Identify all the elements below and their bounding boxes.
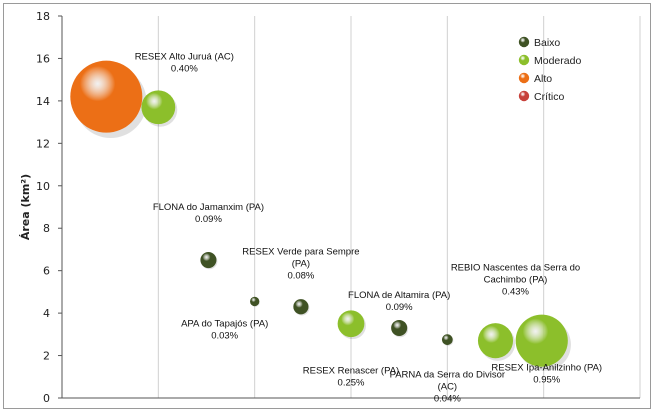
legend-swatch [518,36,530,48]
bubble [391,319,408,336]
legend-label: Crítico [534,91,564,103]
bubble-label: PARNA da Serra do Divisor (AC) 0.04% [390,370,505,405]
bubble [70,60,143,133]
bubble-series [70,60,571,371]
bubble [250,296,260,307]
legend: Baixo Moderado Alto Crítico [518,36,581,103]
y-tick-label: 12 [36,137,50,150]
bubble [441,334,453,345]
bubble [477,323,514,359]
bubble-label: REBIO Nascentes da Serra do Cachimbo (PA)… [451,263,580,298]
legend-swatch [518,54,530,66]
y-tick-label: 2 [43,350,50,363]
bubble-label: FLONA de Altamira (PA) 0.09% [348,290,450,313]
bubble [337,310,365,338]
bubble-label: RESEX Verde para Sempre (PA) 0.08% [242,247,359,282]
bubble-label: RESEX Alto Juruá (AC) 0.40% [135,51,234,74]
y-tick-label: 8 [43,222,50,235]
bubble-label: RESEX Renascer (PA) 0.25% [303,366,399,389]
y-tick-label: 10 [36,180,50,193]
legend-label: Moderado [534,55,581,67]
y-tick-label: 18 [36,10,50,23]
y-tick-label: 0 [43,392,50,405]
bubble-label: RESEX Ipa-Anilzinho (PA) 0.95% [491,363,602,386]
y-tick-label: 4 [43,307,50,320]
legend-swatch [518,90,530,102]
legend-swatch [518,72,530,84]
bubble-label: APA do Tapajós (PA) 0.03% [181,318,268,341]
y-tick-label: 14 [36,95,50,108]
bubble [200,252,217,269]
y-axis-title: Área (km²) [19,174,32,240]
bubble-label: FLONA do Jamanxim (PA) 0.09% [153,202,264,225]
axes: 0 2 4 6 8 10 12 14 16 18 [36,10,640,405]
legend-label: Baixo [534,37,560,49]
bubble [293,299,309,315]
gridlines [157,16,641,398]
legend-label: Alto [534,73,552,85]
y-tick-label: 16 [36,52,50,65]
bubble [141,90,176,125]
y-tick-label: 6 [43,265,50,278]
bubble-labels: RESEX Arioca Pruanã (PA)1.81%RESEX Alto … [135,51,602,405]
bubble [515,314,568,367]
